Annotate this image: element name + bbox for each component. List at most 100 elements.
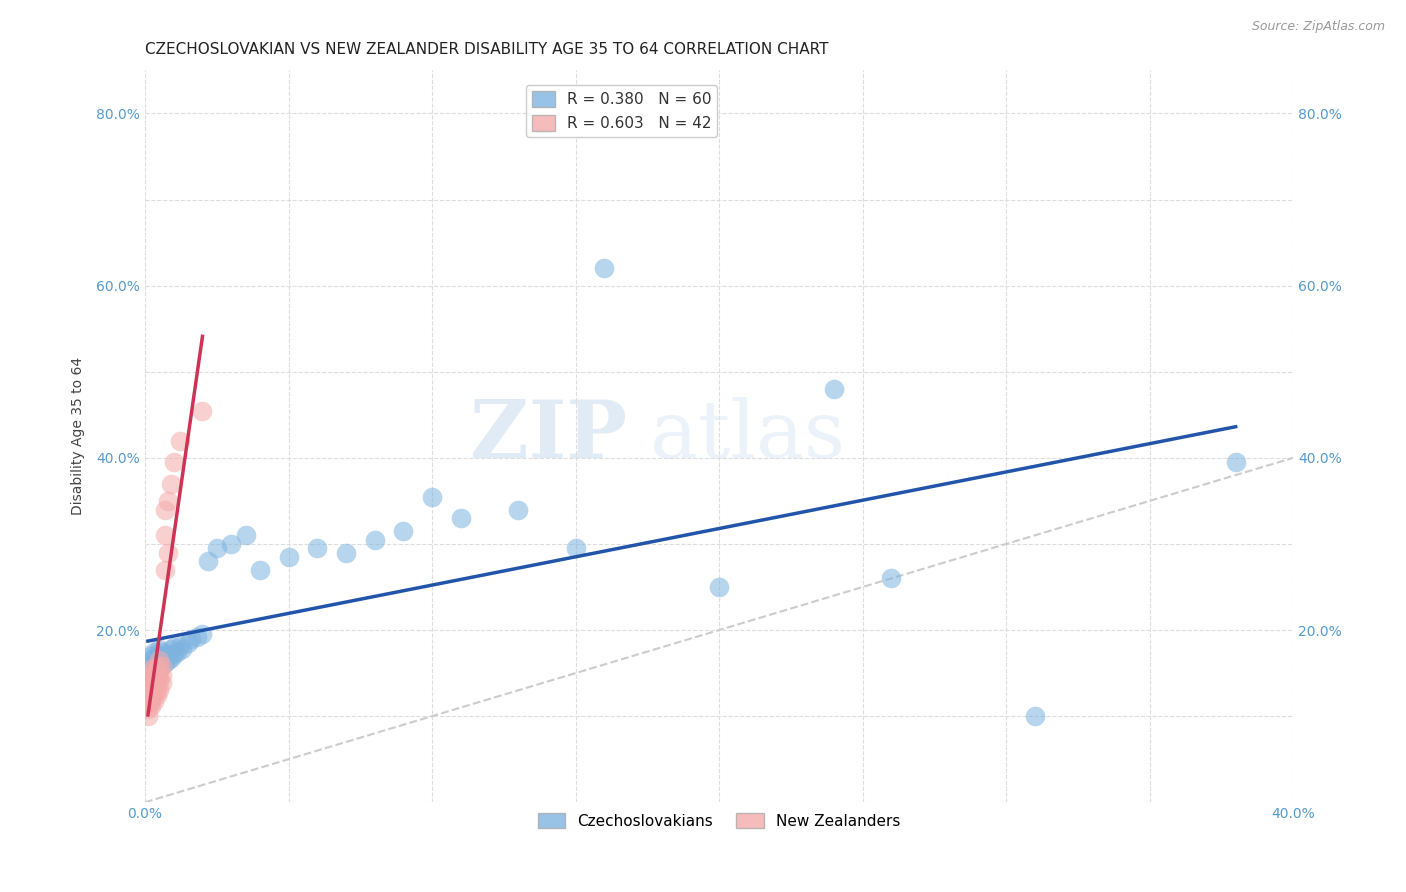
Point [150,657,173,672]
Point [136,673,159,687]
Point [508,502,530,516]
Point [150,668,173,682]
Point [145,666,167,681]
Point [157,494,180,508]
Point [153,502,176,516]
Text: Source: ZipAtlas.com: Source: ZipAtlas.com [1251,20,1385,33]
Point [148,659,170,673]
Point [160,476,183,491]
Point [163,647,186,661]
Point [150,650,173,665]
Point [145,647,167,661]
Point [145,662,167,676]
Point [139,653,162,667]
Point [148,653,170,667]
Point [148,668,170,682]
Point [139,662,162,676]
Point [191,403,214,417]
Point [307,541,329,556]
Point [219,537,242,551]
Point [593,261,616,276]
Point [249,563,271,577]
Point [163,455,186,469]
Point [136,685,159,699]
Point [150,676,173,690]
Point [142,662,165,676]
Point [172,642,194,657]
Point [145,688,167,702]
Point [335,545,357,559]
Point [139,668,162,682]
Text: ZIP: ZIP [470,397,627,475]
Point [139,666,162,681]
Point [142,674,165,689]
Point [148,656,170,670]
Point [148,662,170,676]
Y-axis label: Disability Age 35 to 64: Disability Age 35 to 64 [72,358,86,516]
Point [142,650,165,665]
Point [153,528,176,542]
Point [363,533,385,547]
Point [157,647,180,661]
Point [136,709,159,723]
Point [880,571,903,585]
Point [142,668,165,682]
Point [169,639,191,653]
Legend: Czechoslovakians, New Zealanders: Czechoslovakians, New Zealanders [531,806,907,835]
Point [180,632,202,646]
Point [136,683,159,698]
Point [148,674,170,689]
Point [142,688,165,702]
Point [205,541,228,556]
Point [191,627,214,641]
Point [177,636,200,650]
Point [145,659,167,673]
Point [139,698,162,713]
Point [163,640,186,655]
Point [235,528,257,542]
Text: atlas: atlas [650,397,845,475]
Point [564,541,586,556]
Point [166,644,188,658]
Point [186,630,208,644]
Point [145,653,167,667]
Point [142,644,165,658]
Point [145,673,167,687]
Point [142,694,165,708]
Text: CZECHOSLOVAKIAN VS NEW ZEALANDER DISABILITY AGE 35 TO 64 CORRELATION CHART: CZECHOSLOVAKIAN VS NEW ZEALANDER DISABIL… [145,42,828,57]
Point [148,683,170,698]
Point [142,656,165,670]
Point [153,563,176,577]
Point [150,659,173,673]
Point [136,679,159,693]
Point [157,653,180,667]
Point [197,554,219,568]
Point [139,694,162,708]
Point [160,650,183,665]
Point [139,657,162,672]
Point [145,681,167,696]
Point [450,511,472,525]
Point [142,662,165,676]
Point [136,657,159,672]
Point [277,549,299,564]
Point [145,668,167,682]
Point [420,490,443,504]
Point [139,674,162,689]
Point [139,681,162,696]
Point [136,670,159,684]
Point [142,681,165,696]
Point [169,434,191,448]
Point [707,580,730,594]
Point [1225,455,1247,469]
Point [148,648,170,663]
Point [153,656,176,670]
Point [392,524,415,538]
Point [157,545,180,559]
Point [1024,709,1046,723]
Point [823,382,845,396]
Point [142,668,165,682]
Point [150,644,173,658]
Point [160,642,183,657]
Point [139,688,162,702]
